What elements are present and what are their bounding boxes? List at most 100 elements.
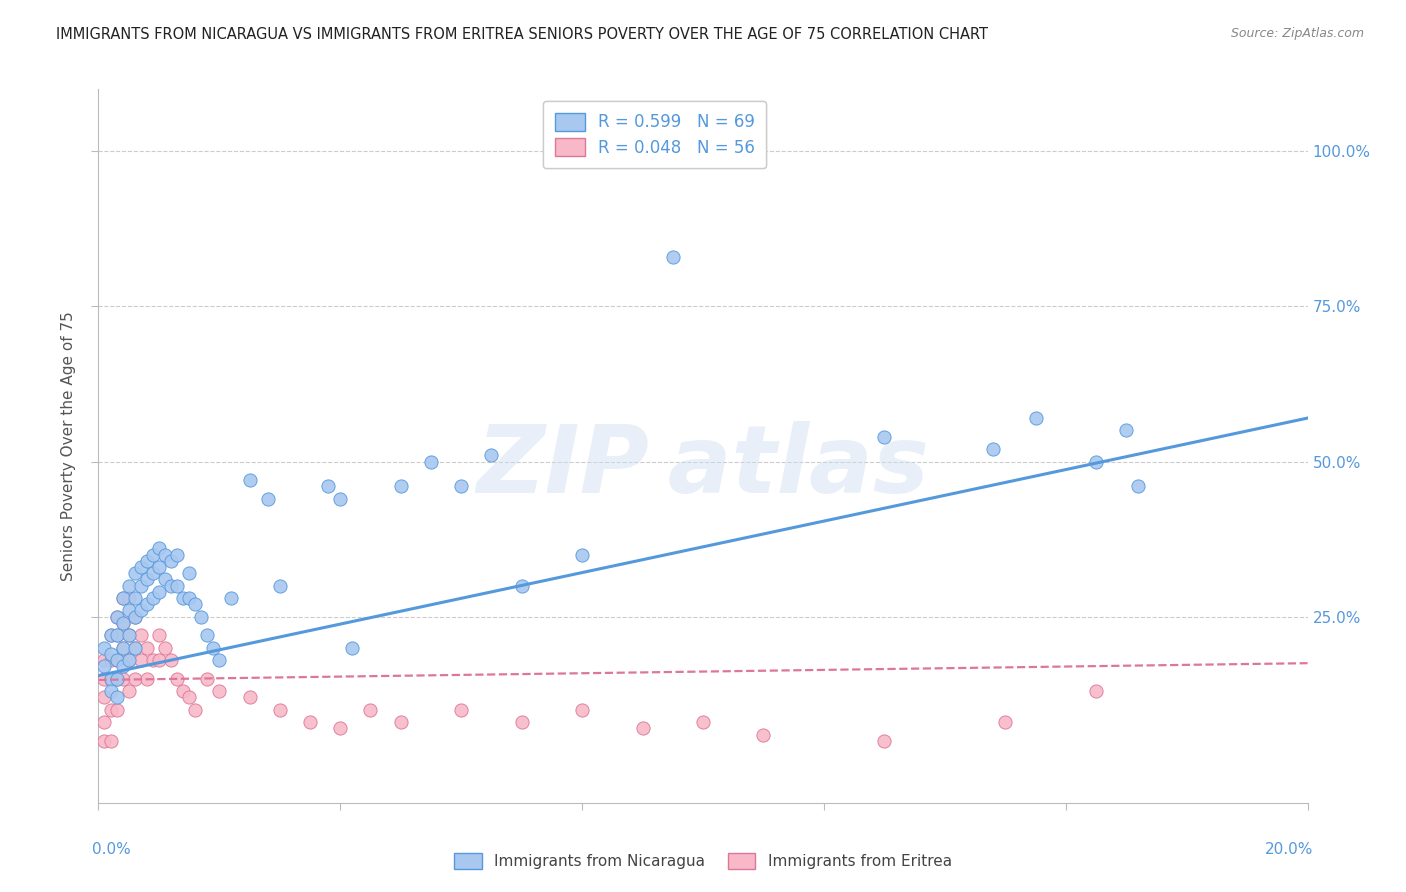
Point — [166, 548, 188, 562]
Point — [105, 672, 128, 686]
Point — [510, 715, 533, 730]
Point — [179, 591, 201, 605]
Point — [269, 703, 291, 717]
Point — [299, 715, 322, 730]
Point — [202, 640, 225, 655]
Point — [100, 703, 122, 717]
Point — [153, 640, 176, 655]
Legend: R = 0.599   N = 69, R = 0.048   N = 56: R = 0.599 N = 69, R = 0.048 N = 56 — [543, 101, 766, 169]
Point — [124, 609, 146, 624]
Point — [129, 560, 152, 574]
Point — [105, 628, 128, 642]
Point — [111, 591, 134, 605]
Point — [111, 640, 134, 655]
Point — [93, 733, 115, 747]
Point — [118, 591, 141, 605]
Point — [1115, 424, 1137, 438]
Point — [129, 579, 152, 593]
Point — [172, 684, 194, 698]
Text: 20.0%: 20.0% — [1265, 842, 1313, 857]
Point — [389, 715, 412, 730]
Point — [873, 733, 896, 747]
Point — [124, 591, 146, 605]
Point — [100, 628, 122, 642]
Point — [111, 615, 134, 630]
Point — [105, 672, 128, 686]
Point — [93, 690, 115, 705]
Point — [172, 591, 194, 605]
Point — [124, 609, 146, 624]
Point — [752, 727, 775, 741]
Point — [100, 684, 122, 698]
Point — [93, 640, 115, 655]
Point — [100, 672, 122, 686]
Point — [142, 566, 165, 581]
Point — [111, 640, 134, 655]
Point — [450, 479, 472, 493]
Point — [118, 628, 141, 642]
Point — [160, 554, 183, 568]
Point — [135, 597, 157, 611]
Point — [105, 653, 128, 667]
Text: 0.0%: 0.0% — [93, 842, 131, 857]
Point — [221, 591, 243, 605]
Point — [342, 640, 364, 655]
Point — [510, 579, 533, 593]
Point — [135, 573, 157, 587]
Point — [118, 628, 141, 642]
Point — [142, 548, 165, 562]
Point — [129, 653, 152, 667]
Point — [153, 548, 176, 562]
Point — [124, 672, 146, 686]
Point — [129, 628, 152, 642]
Point — [93, 659, 115, 673]
Point — [1024, 411, 1046, 425]
Point — [135, 672, 157, 686]
Point — [124, 640, 146, 655]
Point — [329, 722, 352, 736]
Point — [420, 454, 443, 468]
Point — [100, 733, 122, 747]
Point — [184, 597, 207, 611]
Point — [981, 442, 1004, 456]
Point — [166, 579, 188, 593]
Point — [571, 548, 593, 562]
Point — [994, 715, 1017, 730]
Point — [239, 473, 262, 487]
Point — [105, 690, 128, 705]
Point — [148, 560, 170, 574]
Point — [269, 579, 291, 593]
Legend: Immigrants from Nicaragua, Immigrants from Eritrea: Immigrants from Nicaragua, Immigrants fr… — [449, 847, 957, 875]
Point — [124, 640, 146, 655]
Point — [124, 566, 146, 581]
Point — [662, 250, 685, 264]
Point — [105, 628, 128, 642]
Point — [166, 672, 188, 686]
Point — [105, 703, 128, 717]
Point — [142, 653, 165, 667]
Point — [100, 672, 122, 686]
Point — [190, 609, 212, 624]
Point — [360, 703, 382, 717]
Point — [195, 628, 218, 642]
Text: Source: ZipAtlas.com: Source: ZipAtlas.com — [1230, 27, 1364, 40]
Text: IMMIGRANTS FROM NICARAGUA VS IMMIGRANTS FROM ERITREA SENIORS POVERTY OVER THE AG: IMMIGRANTS FROM NICARAGUA VS IMMIGRANTS … — [56, 27, 988, 42]
Point — [1128, 479, 1150, 493]
Point — [93, 672, 115, 686]
Point — [105, 609, 128, 624]
Point — [111, 672, 134, 686]
Point — [256, 491, 278, 506]
Point — [481, 448, 503, 462]
Point — [239, 690, 262, 705]
Point — [1085, 684, 1108, 698]
Point — [208, 684, 231, 698]
Point — [389, 479, 412, 493]
Point — [129, 603, 152, 617]
Point — [111, 615, 134, 630]
Point — [450, 703, 472, 717]
Point — [631, 722, 654, 736]
Text: ZIP atlas: ZIP atlas — [477, 421, 929, 514]
Point — [100, 653, 122, 667]
Point — [118, 653, 141, 667]
Point — [118, 603, 141, 617]
